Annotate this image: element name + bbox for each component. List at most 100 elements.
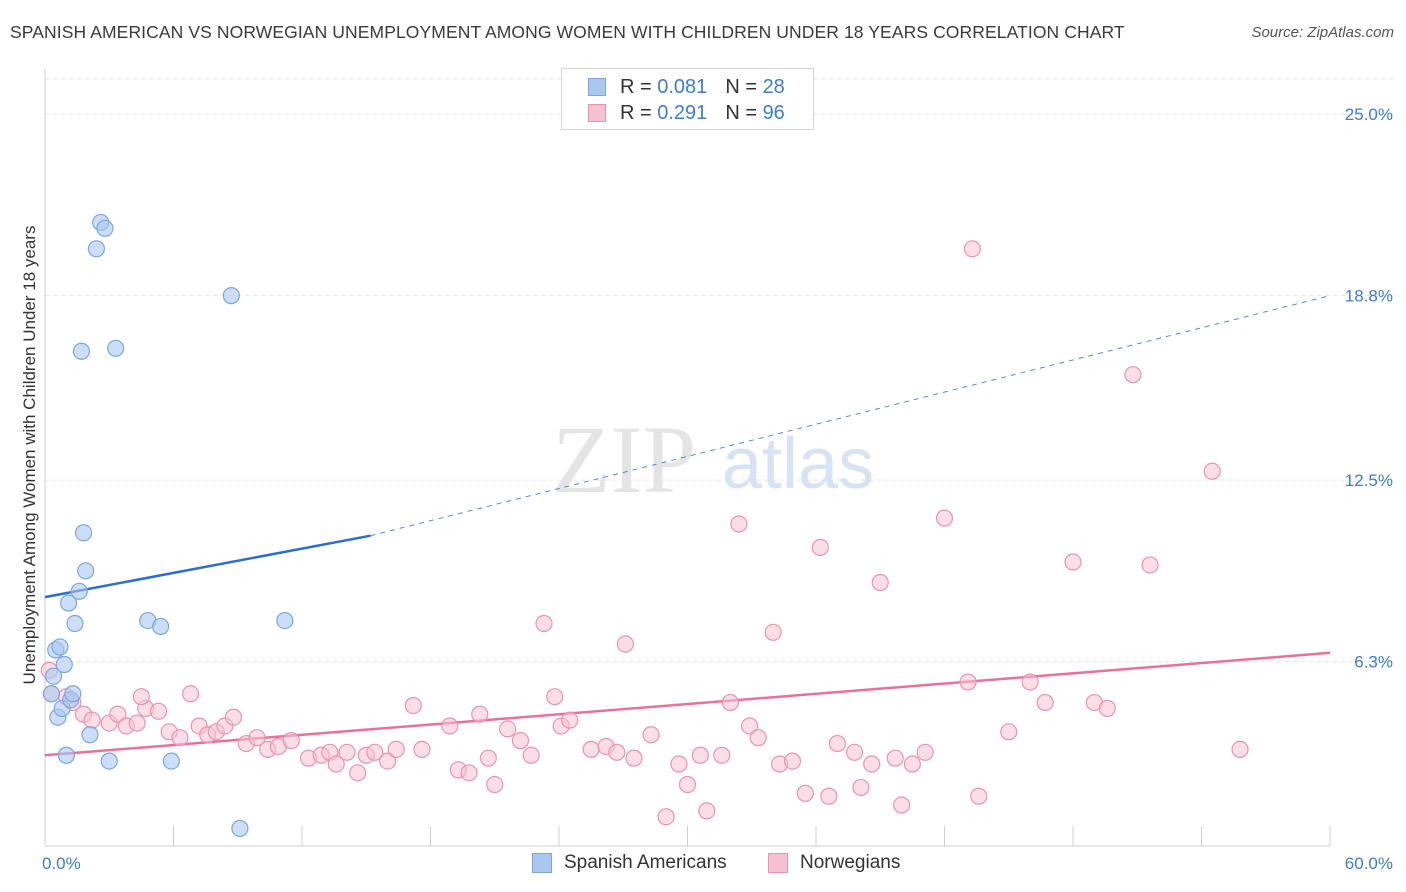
point-norwegians <box>1064 553 1082 571</box>
point-spanish-americans <box>222 287 240 305</box>
bottom-legend-spanish-americans: Spanish Americans <box>532 852 727 874</box>
point-norwegians <box>893 796 911 814</box>
point-norwegians <box>132 688 150 706</box>
point-norwegians <box>871 573 889 592</box>
legend-n-value: 28 <box>762 75 785 98</box>
legend-r-label: R = <box>620 101 652 124</box>
legend-r-value: 0.081 <box>657 75 708 98</box>
point-spanish-americans <box>107 339 125 357</box>
x-tick-label: 0.0% <box>42 854 81 873</box>
point-norwegians <box>1098 699 1116 718</box>
y-axis-title: Unemployment Among Women with Children U… <box>20 225 39 685</box>
point-norwegians <box>691 746 709 764</box>
point-norwegians <box>546 688 564 706</box>
point-norwegians <box>783 752 802 770</box>
point-norwegians <box>828 734 847 753</box>
point-spanish-americans <box>64 685 82 703</box>
grid-layer <box>45 78 1393 663</box>
point-spanish-americans <box>162 752 180 770</box>
point-spanish-americans <box>81 726 99 744</box>
point-spanish-americans <box>72 342 91 360</box>
bottom-legend-swatch-blue <box>532 853 552 873</box>
point-norwegians <box>460 764 478 782</box>
legend-r-label: R = <box>620 75 652 98</box>
points-layer <box>40 213 1249 838</box>
point-norwegians <box>522 746 540 764</box>
point-norwegians <box>916 743 934 761</box>
point-norwegians <box>749 729 767 747</box>
point-norwegians <box>338 743 356 761</box>
point-norwegians <box>796 784 814 802</box>
point-norwegians <box>1231 740 1249 758</box>
point-norwegians <box>441 717 459 735</box>
axis-layer <box>44 69 1331 847</box>
point-norwegians <box>1000 723 1018 741</box>
chart-title: SPANISH AMERICAN VS NORWEGIAN UNEMPLOYME… <box>10 22 1125 42</box>
legend-row-norwegians: R = 0.291 N = 96 <box>588 100 785 126</box>
point-norwegians <box>608 743 626 761</box>
point-norwegians <box>935 509 954 527</box>
point-norwegians <box>845 743 864 761</box>
point-norwegians <box>1203 462 1221 480</box>
point-norwegians <box>128 714 146 732</box>
point-norwegians <box>349 764 367 782</box>
point-norwegians <box>678 775 697 794</box>
point-spanish-americans <box>55 655 73 674</box>
point-spanish-americans <box>59 594 78 612</box>
point-norwegians <box>713 746 731 764</box>
point-norwegians <box>486 775 504 794</box>
point-norwegians <box>149 702 168 720</box>
point-norwegians <box>698 802 716 820</box>
point-norwegians <box>109 705 127 723</box>
point-norwegians <box>811 538 829 556</box>
correlation-legend: R = 0.081 N = 28 R = 0.291 N = 96 <box>561 68 814 130</box>
point-norwegians <box>616 635 634 653</box>
point-norwegians <box>561 711 579 729</box>
point-spanish-americans <box>70 582 88 600</box>
point-norwegians <box>852 778 870 797</box>
point-spanish-americans <box>74 524 93 542</box>
point-norwegians <box>642 726 660 744</box>
watermark-zip: ZIP <box>552 406 696 513</box>
point-norwegians <box>471 705 489 723</box>
trend-layer <box>44 295 1331 757</box>
point-norwegians <box>499 720 517 738</box>
legend-n-label: N = <box>725 101 757 124</box>
point-norwegians <box>863 755 881 773</box>
legend-n-value: 96 <box>762 101 785 124</box>
x-tick-label: 60.0% <box>1345 854 1393 873</box>
point-norwegians <box>1036 693 1054 712</box>
point-spanish-americans <box>96 219 114 237</box>
point-norwegians <box>248 729 266 747</box>
point-spanish-americans <box>152 617 170 636</box>
point-norwegians <box>535 614 553 633</box>
y-tick-label: 25.0% <box>1345 105 1393 124</box>
point-norwegians <box>282 732 300 750</box>
legend-n-label: N = <box>725 75 757 98</box>
point-norwegians <box>820 787 838 805</box>
point-norwegians <box>413 740 431 758</box>
source-credit: Source: ZipAtlas.com <box>1251 24 1394 41</box>
bottom-legend-swatch-pink <box>768 853 788 873</box>
y-tick-label: 6.3% <box>1354 653 1393 672</box>
point-spanish-americans <box>66 614 84 633</box>
point-norwegians <box>963 240 981 258</box>
point-norwegians <box>379 752 397 770</box>
point-norwegians <box>182 685 200 703</box>
legend-swatch-blue <box>588 78 606 96</box>
point-norwegians <box>479 749 497 767</box>
point-norwegians <box>886 749 904 767</box>
point-norwegians <box>741 717 759 735</box>
point-norwegians <box>171 729 189 747</box>
point-norwegians <box>764 623 782 641</box>
point-norwegians <box>625 749 643 767</box>
bottom-legend-label: Spanish Americans <box>564 852 727 873</box>
point-norwegians <box>721 693 739 712</box>
trendline-spanish-americans <box>44 534 371 599</box>
point-norwegians <box>582 740 600 758</box>
legend-swatch-pink <box>588 104 606 122</box>
point-norwegians <box>366 743 384 761</box>
legend-r-value: 0.291 <box>657 101 708 124</box>
trendline-norwegians <box>44 651 1331 757</box>
